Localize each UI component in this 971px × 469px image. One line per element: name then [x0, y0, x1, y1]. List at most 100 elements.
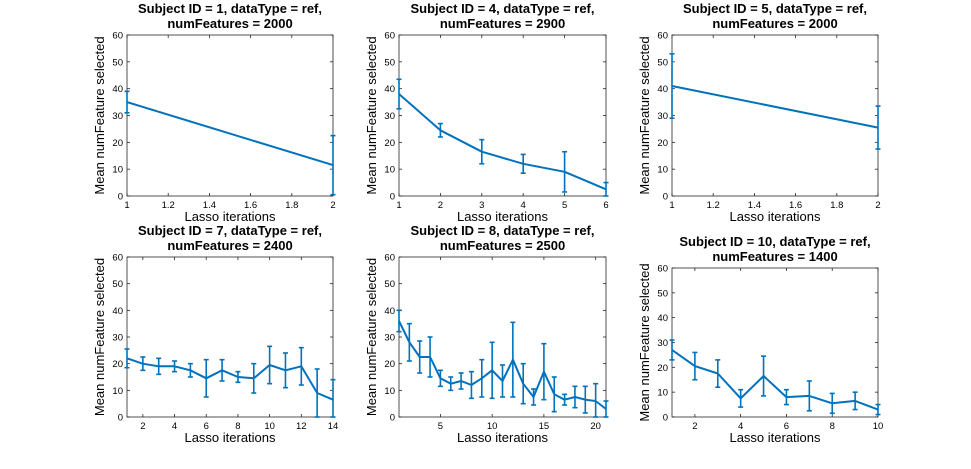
axes-box — [671, 267, 879, 418]
error-bar — [669, 339, 675, 361]
error-bar — [692, 351, 698, 381]
error-bar — [172, 360, 178, 373]
error-bar — [603, 181, 609, 197]
y-axis-label: Mean numFeature selected — [92, 36, 107, 194]
y-tick-label: 60 — [384, 31, 395, 42]
error-bar — [251, 362, 257, 394]
y-tick-label: 20 — [657, 363, 668, 374]
y-tick-label: 20 — [384, 138, 395, 149]
y-axis-label: Mean numFeature selected — [92, 258, 107, 416]
error-bar — [417, 340, 423, 374]
error-bar — [852, 391, 858, 411]
subplot-5: 0 10 20 30 40 50 60 5 10 15 20 Lasso iterations Mean… — [364, 223, 609, 445]
y-tick-label: 60 — [384, 253, 395, 264]
x-axis-label: Lasso iterations — [457, 430, 549, 445]
y-tick-label: 10 — [657, 388, 668, 399]
error-bar — [330, 378, 336, 418]
y-axis-label: Mean numFeature selected — [637, 36, 652, 194]
y-tick-label: 40 — [657, 84, 668, 95]
y-tick-label: 60 — [657, 31, 668, 42]
x-tick-label: 15 — [539, 421, 550, 432]
y-tick-label: 40 — [657, 313, 668, 324]
error-bar — [427, 336, 433, 378]
error-bar — [479, 358, 485, 398]
error-bar — [437, 122, 443, 138]
y-tick-label: 10 — [384, 165, 395, 176]
error-bar — [235, 370, 241, 384]
error-bar — [738, 388, 744, 408]
x-tick-label: 2 — [438, 200, 443, 211]
x-axis-label: Lasso iterations — [729, 209, 821, 224]
error-bar — [282, 352, 288, 389]
error-bar — [761, 355, 767, 397]
x-tick-label: 5 — [562, 200, 567, 211]
y-axis-label: Mean numFeature selected — [364, 36, 379, 194]
y-axis-label: Mean numFeature selected — [364, 258, 379, 416]
x-axis-label: Lasso iterations — [457, 209, 549, 224]
error-bar — [669, 52, 675, 119]
y-tick-label: 60 — [112, 253, 123, 264]
axes-box — [671, 34, 879, 197]
axes-box — [398, 34, 607, 197]
subplot-3: 0 10 20 30 40 50 60 1 1.2 1.4 1.6 1.8 2 Lasso iterati… — [637, 1, 881, 224]
x-tick-label: 6 — [204, 421, 209, 432]
y-tick-label: 20 — [112, 359, 123, 370]
x-tick-label: 1.4 — [203, 200, 216, 211]
x-tick-label: 10 — [487, 421, 498, 432]
x-tick-label: 12 — [296, 421, 307, 432]
error-bar — [406, 322, 412, 362]
error-bar — [448, 376, 454, 392]
x-tick-label: 2 — [692, 421, 697, 432]
x-tick-label: 1 — [669, 200, 674, 211]
chart-title-line-1: Subject ID = 10, dataType = ref, — [679, 234, 870, 249]
subplot-4: 0 10 20 30 40 50 60 2 4 6 8 10 12 14 Lasso iterations M… — [92, 223, 338, 445]
chart-title-line-2: numFeatures = 2900 — [440, 16, 565, 31]
chart-title-line-2: numFeatures = 2400 — [167, 238, 292, 253]
error-bar — [562, 393, 568, 406]
chart-title-line-2: numFeatures = 1400 — [712, 249, 837, 264]
error-bar — [562, 150, 568, 193]
y-tick-label: 10 — [657, 165, 668, 176]
series-line — [671, 85, 879, 129]
x-tick-label: 1.2 — [162, 200, 175, 211]
y-tick-label: 30 — [384, 111, 395, 122]
chart-title-line-1: Subject ID = 4, dataType = ref, — [411, 1, 595, 16]
x-tick-label: 1 — [124, 200, 129, 211]
error-bar — [479, 138, 485, 165]
x-tick-label: 1.6 — [789, 200, 802, 211]
y-tick-label: 30 — [657, 111, 668, 122]
y-tick-label: 20 — [657, 138, 668, 149]
axes-box — [126, 256, 334, 418]
x-tick-label: 8 — [235, 421, 240, 432]
chart-title-line-1: Subject ID = 8, dataType = ref, — [411, 223, 595, 238]
y-tick-label: 60 — [112, 31, 123, 42]
x-axis-label: Lasso iterations — [729, 430, 821, 445]
error-bar — [203, 358, 209, 398]
series-line — [671, 349, 879, 411]
error-bar — [330, 134, 336, 196]
error-bar — [124, 348, 130, 369]
y-tick-label: 30 — [112, 333, 123, 344]
y-tick-label: 30 — [112, 111, 123, 122]
error-bar — [156, 357, 162, 376]
y-tick-label: 0 — [663, 192, 668, 203]
error-bar — [715, 359, 721, 389]
error-bar — [541, 342, 547, 401]
chart-title-line-2: numFeatures = 2500 — [440, 238, 565, 253]
series-line — [126, 357, 334, 401]
y-tick-label: 0 — [390, 413, 395, 424]
error-bar — [396, 78, 402, 110]
x-tick-label: 8 — [830, 421, 835, 432]
error-bar — [140, 356, 146, 372]
error-bar — [500, 364, 505, 398]
x-tick-label: 4 — [172, 421, 177, 432]
x-tick-label: 2 — [330, 200, 335, 211]
x-tick-label: 6 — [784, 421, 789, 432]
error-bar — [551, 376, 557, 413]
x-tick-label: 1 — [396, 200, 401, 211]
x-tick-label: 1.4 — [748, 200, 761, 211]
error-bar — [603, 400, 609, 418]
y-tick-label: 20 — [112, 138, 123, 149]
y-tick-label: 10 — [112, 386, 123, 397]
error-bar — [806, 380, 812, 412]
